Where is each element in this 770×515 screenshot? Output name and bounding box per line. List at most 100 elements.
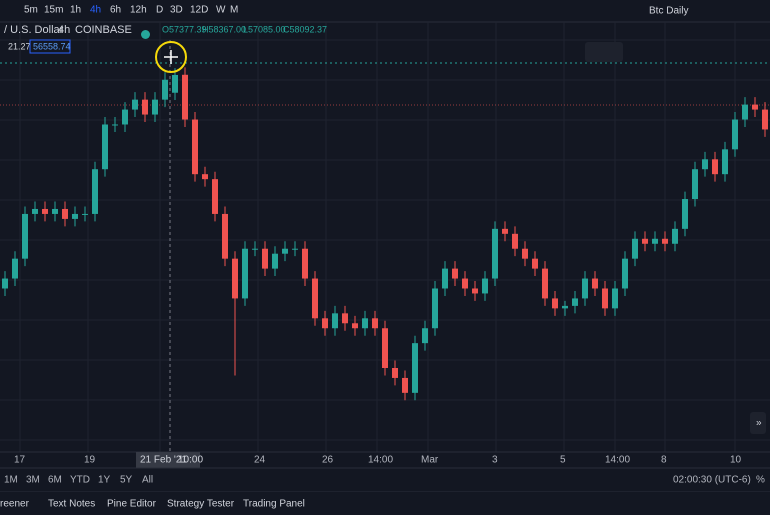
timeframe[interactable]: 12D — [190, 5, 208, 16]
candle-body — [412, 343, 418, 393]
candle-body — [722, 149, 728, 175]
range-button[interactable]: YTD — [70, 475, 90, 486]
x-tick-label: 21 Feb '21 — [140, 455, 187, 466]
x-tick-label: 14:00 — [605, 455, 630, 466]
range-button[interactable]: 3M — [26, 475, 40, 486]
x-tick-label: 10:00 — [178, 455, 203, 466]
candle-body — [32, 208, 38, 214]
object-tree-button[interactable] — [585, 42, 623, 62]
indicator-price: 56558.74 — [33, 41, 71, 51]
candle-body — [372, 318, 378, 329]
candle-body — [432, 288, 438, 329]
bottom-panel — [0, 492, 770, 515]
timeframe[interactable]: D — [156, 5, 163, 16]
candle-body — [692, 169, 698, 200]
candle-body — [172, 74, 178, 93]
cursor — [164, 50, 178, 64]
candle-body — [142, 99, 148, 115]
exchange: COINBASE — [75, 24, 132, 36]
candle-body — [622, 258, 628, 289]
candle-body — [732, 119, 738, 150]
candle-body — [112, 124, 118, 126]
bottom-tab[interactable]: Strategy Tester — [167, 499, 235, 510]
timeframe[interactable]: 12h — [130, 5, 147, 16]
candle-body — [342, 313, 348, 324]
candle-body — [512, 233, 518, 249]
candle-body — [382, 328, 388, 368]
bottom-tab[interactable]: reener — [0, 499, 30, 510]
candle-body — [612, 288, 618, 309]
candle-body — [742, 104, 748, 120]
timeframe[interactable]: 5m — [24, 5, 38, 16]
bottom-tab[interactable]: Trading Panel — [243, 499, 305, 510]
x-tick-label: 14:00 — [368, 455, 393, 466]
toolbar — [0, 0, 770, 22]
candle-body — [712, 159, 718, 175]
x-tick-label: 26 — [322, 455, 334, 466]
candles — [2, 67, 768, 401]
candle-body — [522, 248, 528, 259]
open: O57377.39 — [162, 24, 207, 34]
candle-body — [752, 104, 758, 110]
bottom-tab[interactable]: Text Notes — [48, 499, 95, 510]
close: C58092.37 — [283, 24, 327, 34]
candle-body — [262, 248, 268, 269]
candle-body — [252, 248, 258, 250]
timeframe[interactable]: W — [216, 5, 226, 16]
candle-body — [202, 174, 208, 180]
candle-body — [92, 169, 98, 214]
candle-body — [422, 328, 428, 344]
candle-body — [562, 305, 568, 309]
candle-body — [642, 238, 648, 244]
candle-body — [242, 248, 248, 299]
crosshair-label-bg — [136, 452, 200, 468]
candle-body — [192, 119, 198, 175]
x-tick-label: Mar — [421, 455, 439, 466]
scroll-icon: » — [756, 418, 762, 429]
x-tick-label: 8 — [661, 455, 667, 466]
percent-toggle[interactable]: % — [756, 475, 765, 486]
x-tick-label: 3 — [492, 455, 498, 466]
candle-body — [442, 268, 448, 289]
range-button[interactable]: 6M — [48, 475, 62, 486]
candle-body — [402, 377, 408, 393]
cursor-highlight — [155, 41, 187, 73]
bottom-tab[interactable]: Pine Editor — [107, 499, 157, 510]
candle-body — [482, 278, 488, 294]
candle-body — [332, 313, 338, 329]
candle-body — [152, 99, 158, 115]
range-button[interactable]: 1M — [4, 475, 18, 486]
range-button[interactable]: 1Y — [98, 475, 111, 486]
scroll-button[interactable] — [750, 412, 766, 434]
clock: 02:00:30 (UTC-6) — [673, 475, 751, 486]
high: H58367.00 — [202, 24, 246, 34]
candle-body — [762, 109, 768, 130]
status-dot — [141, 30, 150, 39]
candle-body — [72, 213, 78, 219]
range-button[interactable]: 5Y — [120, 475, 133, 486]
timeframe[interactable]: M — [230, 5, 238, 16]
timeframe[interactable]: 4h — [90, 5, 101, 16]
candle-body — [132, 99, 138, 110]
timeframe[interactable]: 6h — [110, 5, 121, 16]
timeframe[interactable]: 15m — [44, 5, 63, 16]
candle-body — [682, 199, 688, 229]
candle-body — [702, 159, 708, 170]
range-button[interactable]: All — [142, 475, 153, 486]
interval: 4h — [58, 24, 70, 36]
candle-body — [452, 268, 458, 279]
candle-body — [122, 109, 128, 125]
timeframe[interactable]: 3D — [170, 5, 183, 16]
candle-body — [82, 213, 88, 215]
candle-body — [42, 208, 48, 214]
x-tick-label: 19 — [84, 455, 96, 466]
layout-name[interactable]: Btc Daily — [649, 6, 688, 17]
x-tick-label: 5 — [560, 455, 566, 466]
candle-body — [362, 318, 368, 329]
candle-body — [662, 238, 668, 244]
candle-body — [12, 258, 18, 279]
candle-body — [352, 323, 358, 329]
indicator-value: 21.27 — [8, 41, 31, 51]
timeframe[interactable]: 1h — [70, 5, 81, 16]
